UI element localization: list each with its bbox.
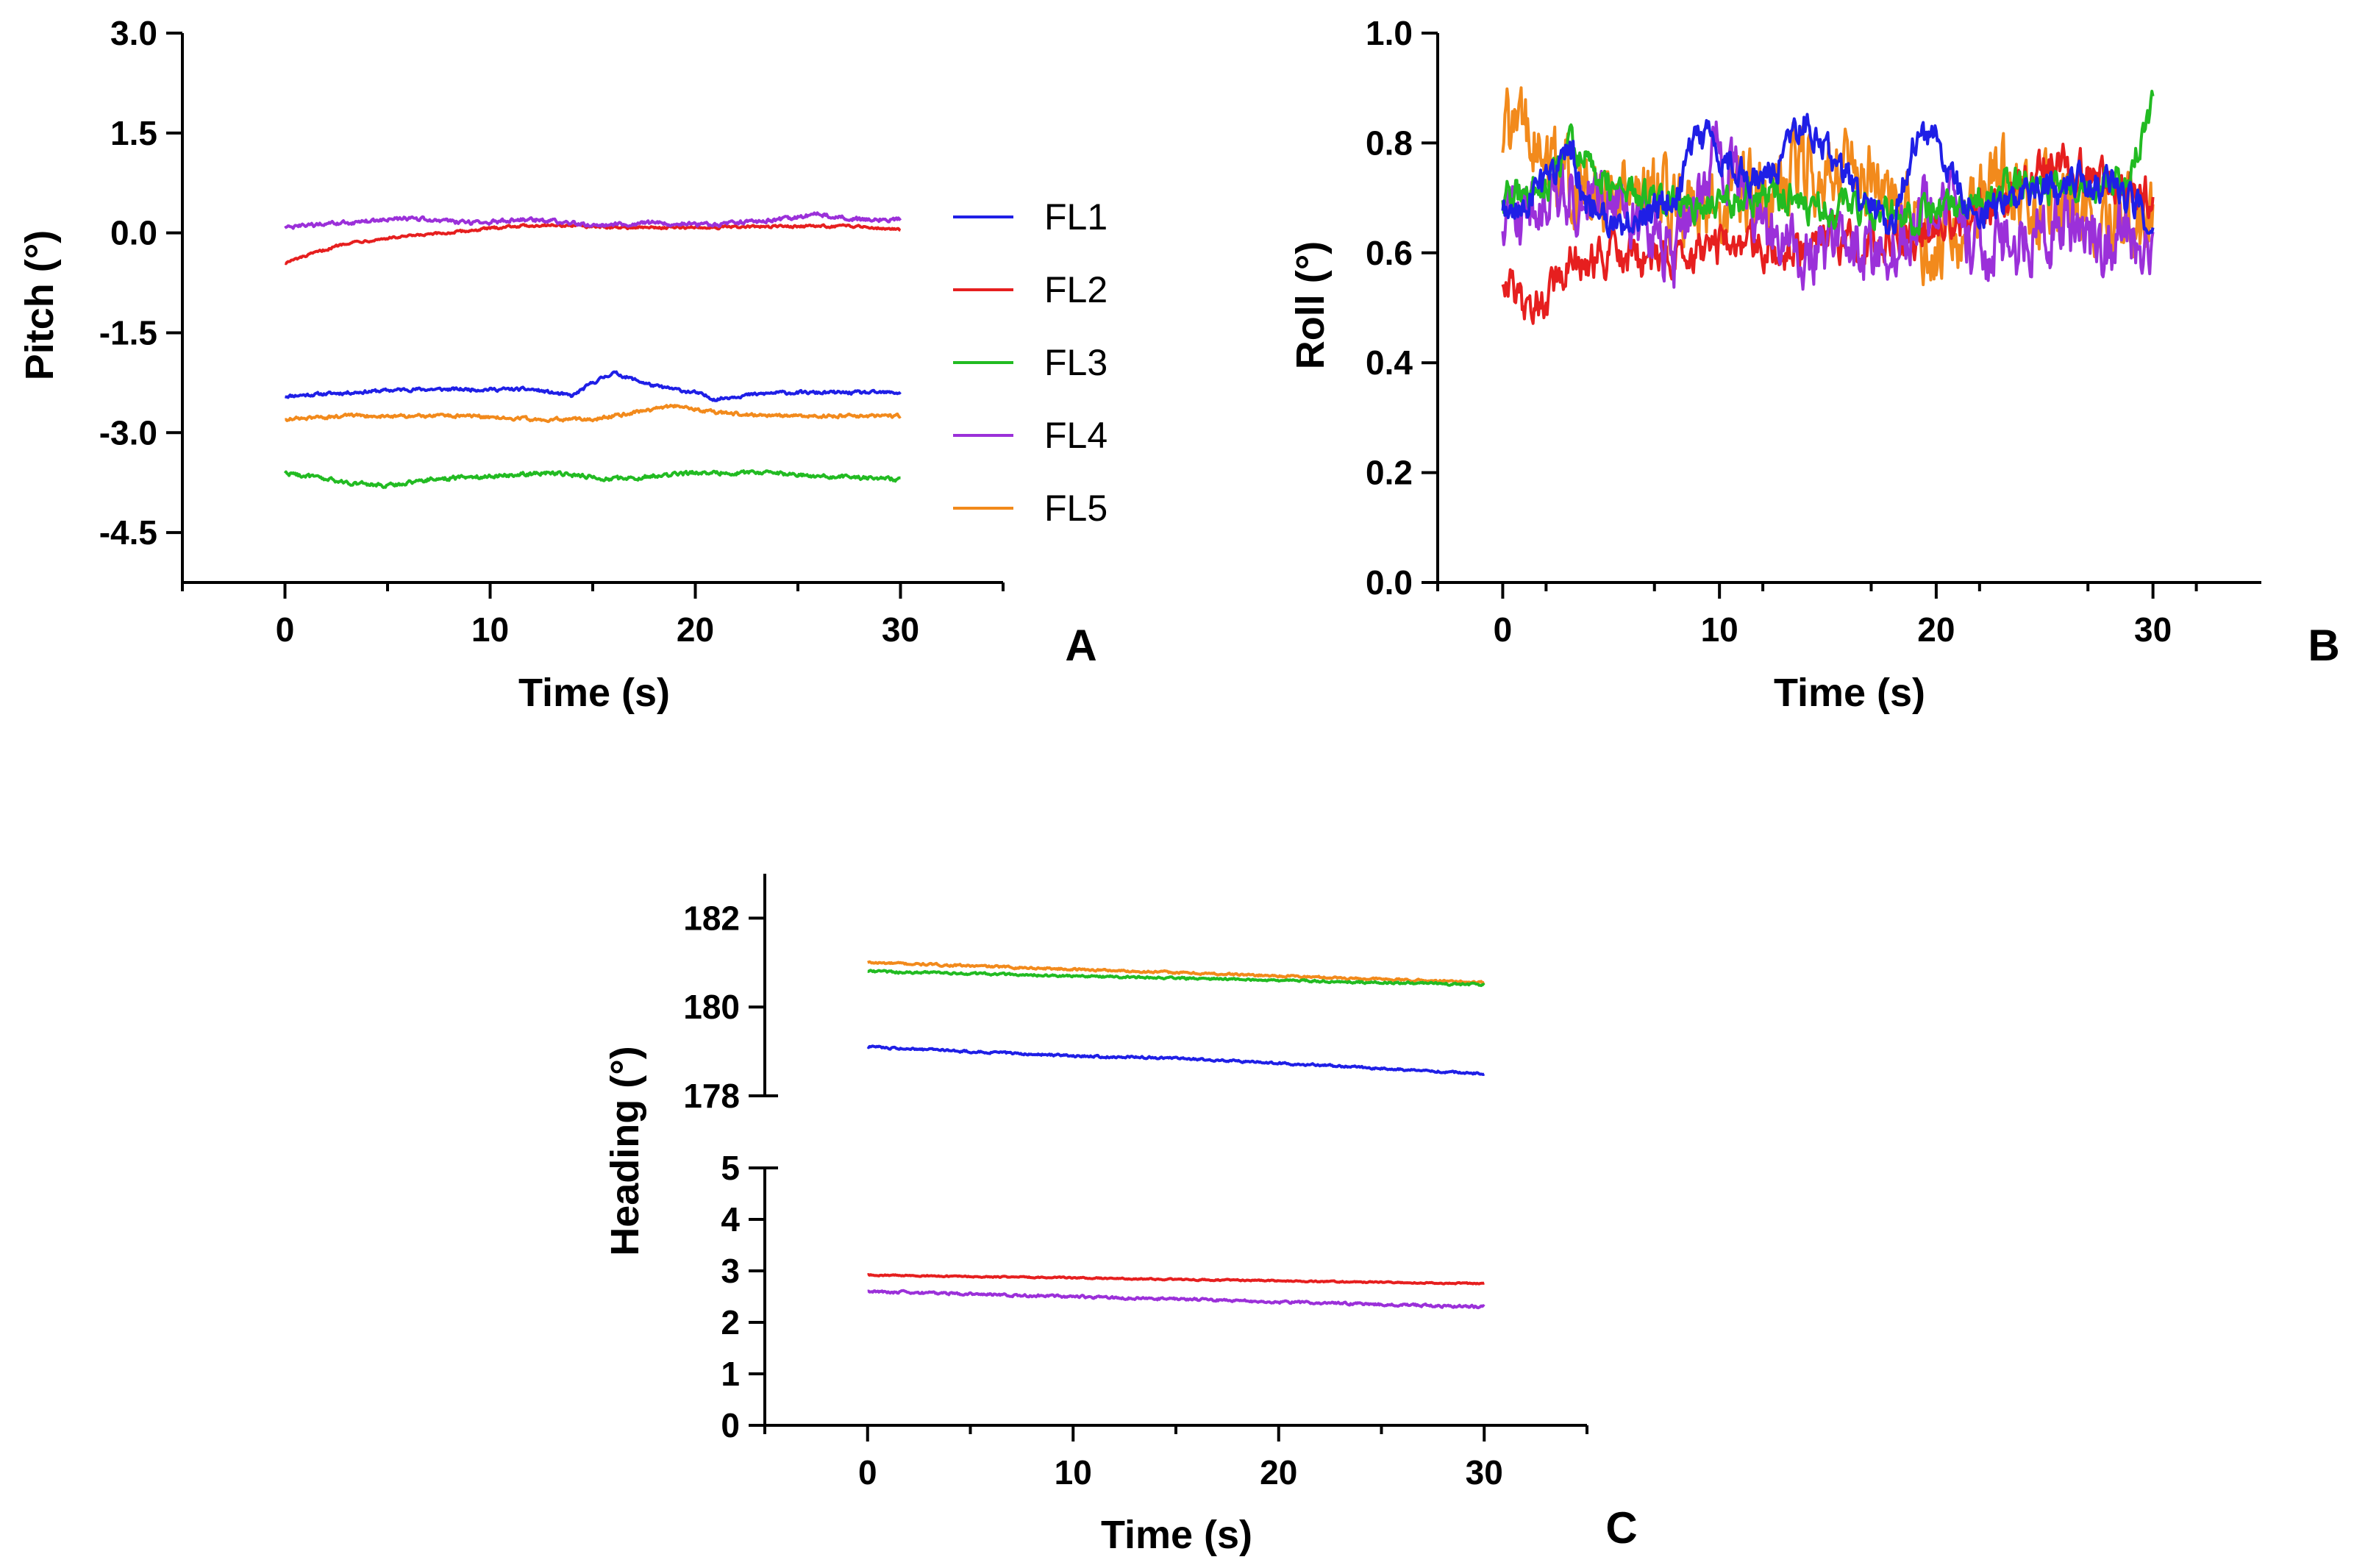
legend-label-fl3: FL3 (1044, 342, 1108, 383)
chart-a-x-tick-label: 0 (276, 610, 295, 649)
chart-a-x-tick-label: 30 (882, 610, 919, 649)
chart-c-x-label: Time (s) (1101, 1513, 1252, 1557)
chart-a-panel-label: A (1065, 621, 1096, 670)
chart-a-y-tick-label: -1.5 (99, 313, 157, 352)
chart-a-series (283, 211, 902, 489)
chart-b-x-label: Time (s) (1774, 671, 1925, 715)
chart-b-x-tick-label: 10 (1701, 610, 1738, 649)
chart-a: 0 10 20 30 3.0 1.5 0.0 -1.5 -3.0 -4.5 Time (s) Pi… (18, 14, 1108, 715)
chart-b-series-fl5 (1501, 86, 2155, 287)
chart-a-x-tick-label: 20 (677, 610, 714, 649)
chart-b-y-tick-label: 0.4 (1366, 343, 1413, 382)
chart-b-x-tick-label: 20 (1917, 610, 1955, 649)
chart-a-y-tick-label: 1.5 (110, 114, 157, 152)
chart-b-y-tick-label: 0.2 (1366, 454, 1413, 492)
chart-c-upper-y-tick-label: 182 (683, 899, 740, 937)
chart-a-series-fl4 (284, 211, 902, 230)
chart-a-y-tick-label: 0.0 (110, 214, 157, 252)
chart-b-panel-label: B (2308, 621, 2339, 670)
chart-a-series-fl2 (284, 222, 902, 266)
chart-b-y-tick-label: 1.0 (1366, 14, 1413, 52)
chart-c-series-fl3 (867, 969, 1485, 988)
chart-b-y-label: Roll (°) (1288, 241, 1333, 370)
chart-c-series-fl5 (867, 960, 1485, 985)
chart-c-series-fl1 (866, 1044, 1485, 1076)
legend-label-fl2: FL2 (1044, 269, 1108, 310)
chart-c-upper-y-tick-label: 180 (683, 988, 740, 1026)
legend-label-fl4: FL4 (1044, 415, 1108, 456)
legend-label-fl1: FL1 (1044, 196, 1108, 238)
chart-a-legend: FL1 FL2 FL3 FL4 FL5 (953, 196, 1108, 529)
chart-b-x-tick-label: 30 (2134, 610, 2172, 649)
chart-c-panel-label: C (1605, 1503, 1637, 1553)
chart-b-y-tick-label: 0.6 (1366, 234, 1413, 272)
chart-c-upper-y-tick-label: 178 (683, 1077, 740, 1115)
chart-c-lower-y-tick-label: 4 (721, 1200, 740, 1239)
chart-b: 0 10 20 30 1.0 0.8 0.6 0.4 0.2 0.0 Time (s) Roll … (1288, 14, 2340, 715)
chart-a-y-tick-label: -4.5 (99, 513, 157, 552)
chart-a-y-label: Pitch (°) (18, 230, 62, 381)
chart-b-y-tick-label: 0.8 (1366, 124, 1413, 162)
chart-c-series-fl2 (867, 1273, 1485, 1286)
chart-b-series (1501, 86, 2155, 325)
chart-b-y-tick-label: 0.0 (1366, 563, 1413, 602)
chart-c-lower-y-tick-label: 1 (721, 1355, 740, 1393)
chart-c-series-fl4 (867, 1289, 1485, 1310)
chart-a-series-fl1 (284, 370, 902, 402)
chart-a-ticks: 0 10 20 30 3.0 1.5 0.0 -1.5 -3.0 -4.5 (99, 14, 1005, 649)
chart-c-x-tick-label: 30 (1466, 1453, 1503, 1492)
chart-c-lower-y-tick-label: 2 (721, 1303, 740, 1341)
chart-b-series-fl1 (1501, 113, 2155, 239)
chart-c-lower-y-tick-label: 5 (721, 1149, 740, 1187)
chart-c-x-tick-label: 20 (1260, 1453, 1297, 1492)
chart-c-y-label: Heading (°) (603, 1046, 647, 1256)
chart-a-series-fl5 (284, 404, 902, 424)
chart-c-series (866, 960, 1485, 1310)
chart-a-y-tick-label: -3.0 (99, 413, 157, 452)
chart-a-x-label: Time (s) (518, 671, 670, 715)
chart-c-lower-y-tick-label: 0 (721, 1406, 740, 1444)
legend-label-fl5: FL5 (1044, 488, 1108, 529)
chart-c-x-tick-label: 0 (858, 1453, 877, 1492)
chart-c-x-tick-label: 10 (1055, 1453, 1092, 1492)
chart-a-y-tick-label: 3.0 (110, 14, 157, 52)
chart-b-ticks: 0 10 20 30 1.0 0.8 0.6 0.4 0.2 0.0 (1366, 14, 2198, 649)
chart-a-series-fl3 (283, 469, 902, 489)
chart-a-x-tick-label: 10 (471, 610, 509, 649)
chart-c-lower-y-tick-label: 3 (721, 1252, 740, 1290)
chart-b-x-tick-label: 0 (1494, 610, 1513, 649)
